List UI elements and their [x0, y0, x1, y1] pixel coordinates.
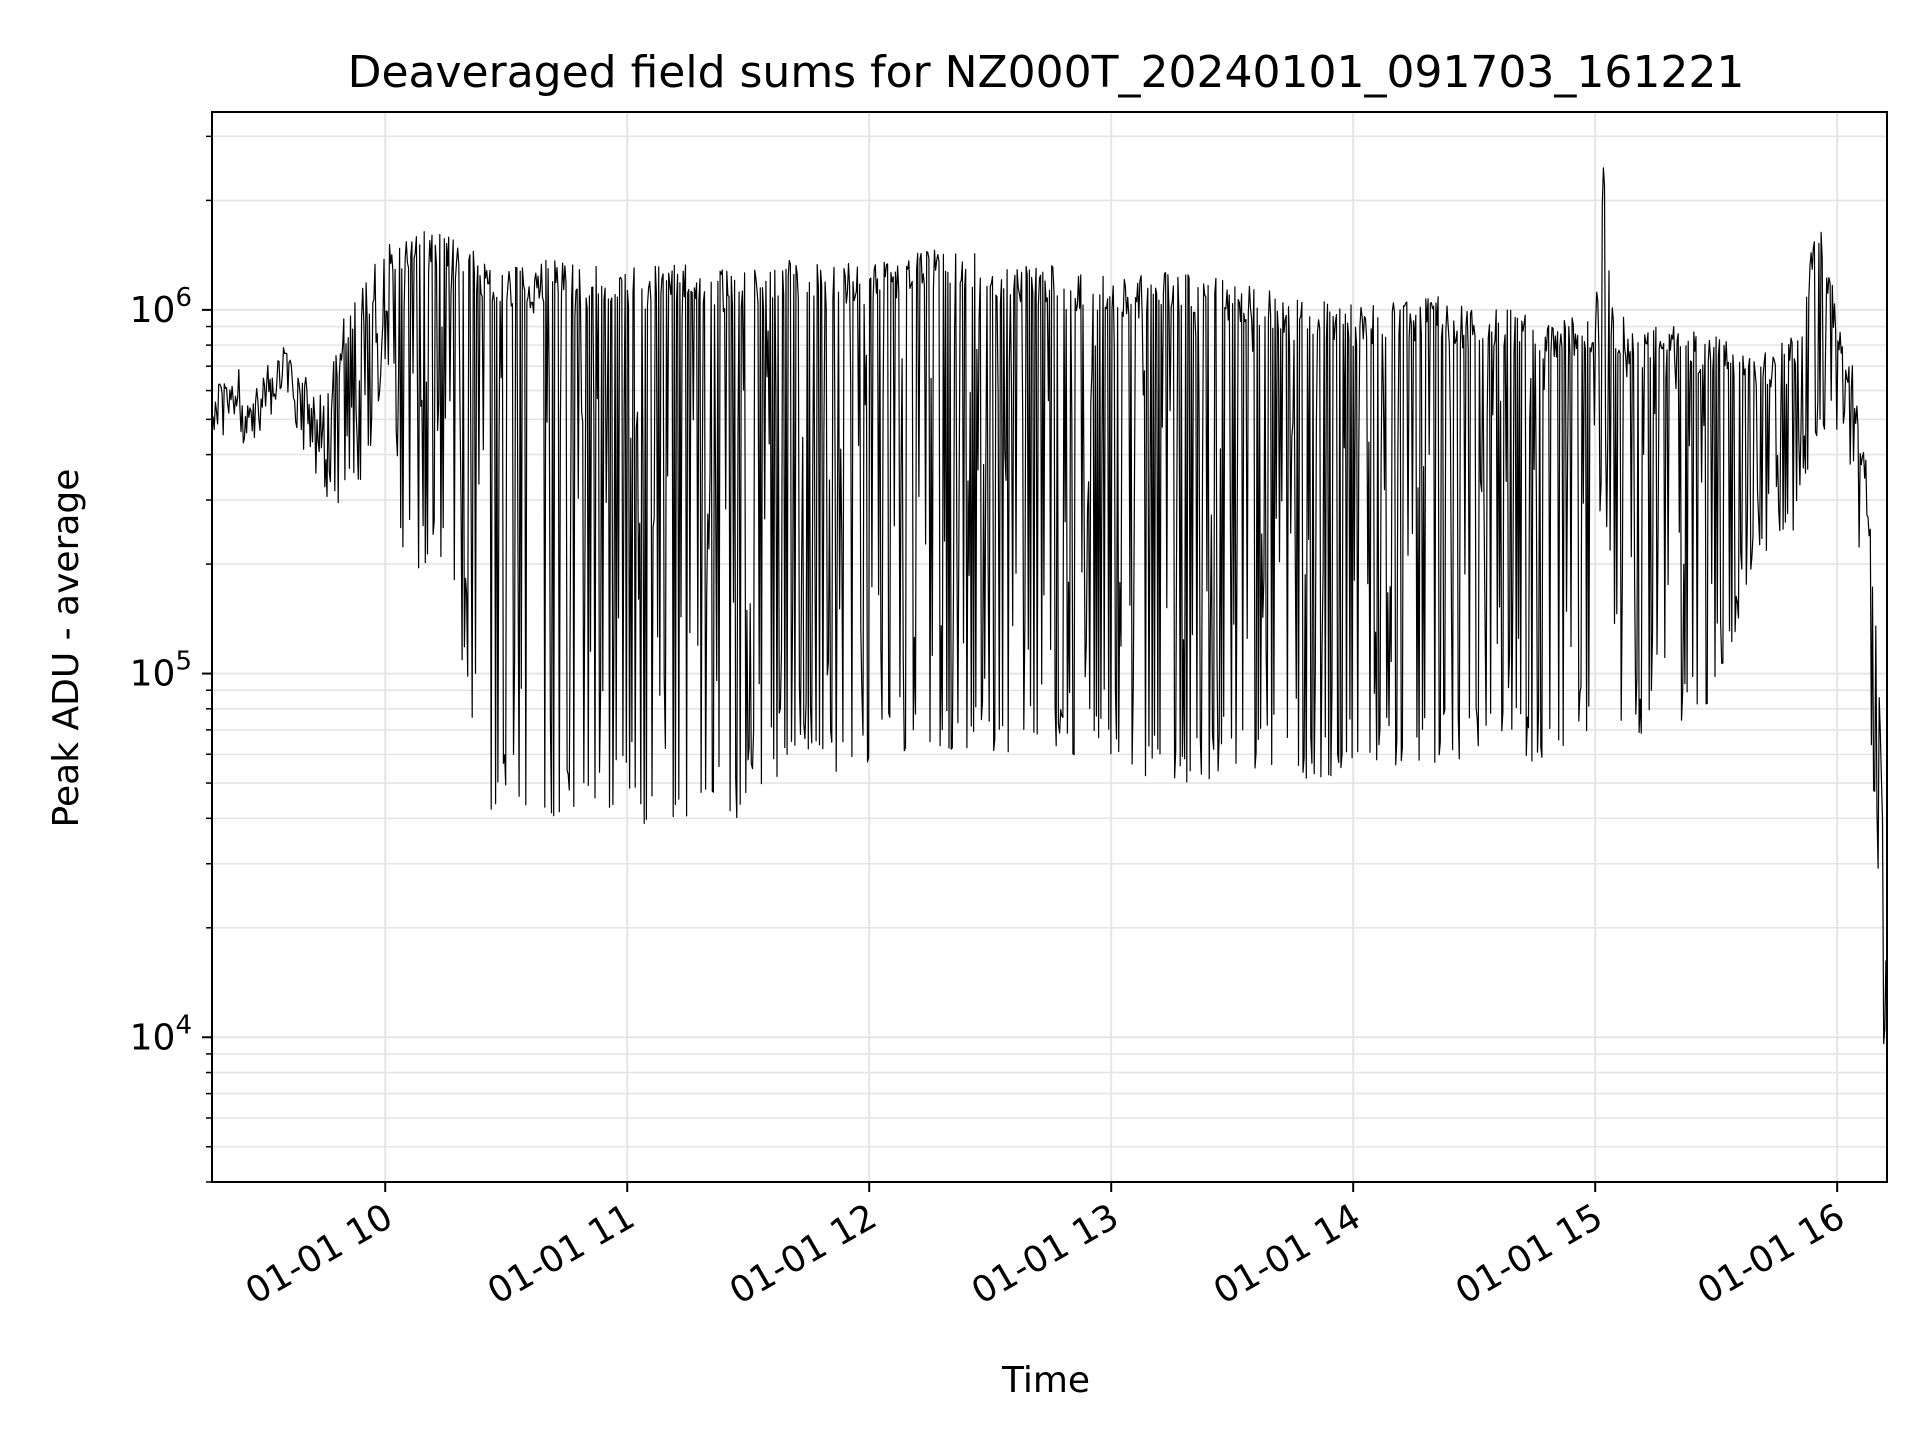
y-tick-label: 105 [130, 647, 192, 695]
x-tick-label: 01-01 10 [239, 1196, 400, 1312]
y-tick-label: 106 [130, 283, 192, 331]
series-line [211, 167, 1888, 1045]
x-tick-label: 01-01 13 [965, 1196, 1126, 1312]
x-tick-label: 01-01 14 [1207, 1196, 1368, 1312]
chart-title: Deaveraged field sums for NZ000T_2024010… [348, 47, 1745, 98]
y-axis-ticks: 104 105 106 [130, 135, 212, 1183]
y-axis-label: Peak ADU - average [46, 469, 87, 828]
x-axis-ticks: 01-01 10 01-01 11 01-01 12 01-01 13 01-01 14… [239, 1182, 1852, 1313]
x-tick-label: 01-01 15 [1449, 1196, 1610, 1312]
x-tick-label: 01-01 16 [1691, 1196, 1852, 1312]
plot-frame [211, 111, 1888, 1183]
y-tick-label: 104 [130, 1010, 192, 1058]
x-tick-label: 01-01 11 [481, 1196, 642, 1312]
plot-area [211, 167, 1888, 1045]
x-axis-label: Time [1001, 1360, 1090, 1401]
x-tick-label: 01-01 12 [723, 1196, 884, 1312]
